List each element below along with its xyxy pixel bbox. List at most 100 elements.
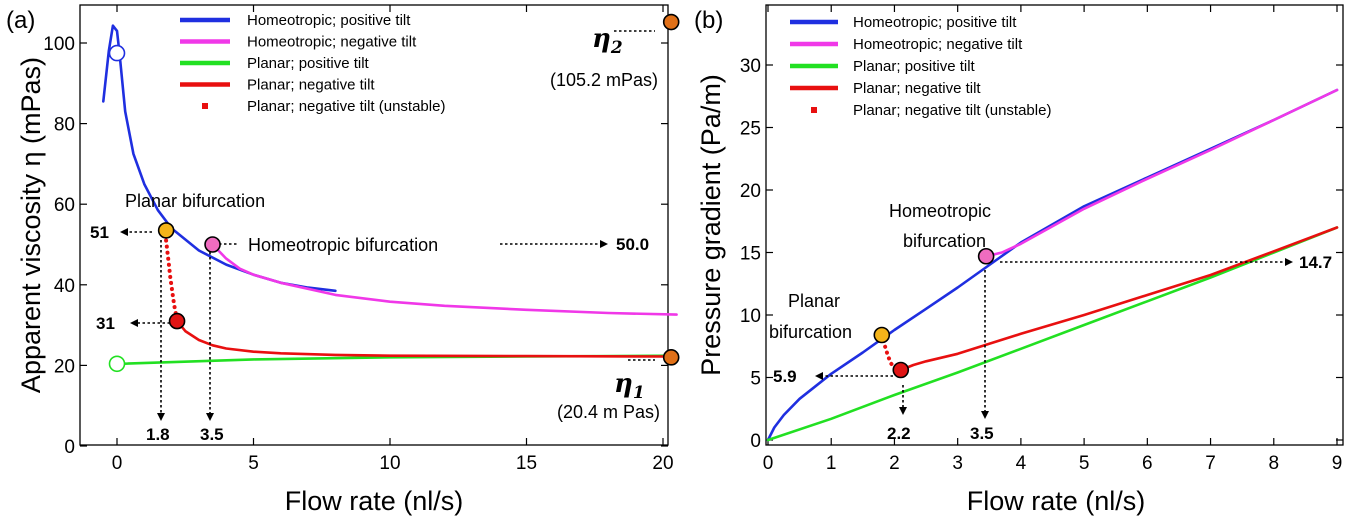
arrow-50-head [600, 240, 608, 248]
arrow-51-head [120, 228, 128, 236]
value-5-9: 5.9 [773, 367, 797, 386]
x-value-1-8: 1.8 [146, 425, 170, 444]
panel-b: (b) 0 5 10 15 20 25 30 0 1 2 3 4 5 6 7 8 9 Flow rate (n… [694, 4, 1344, 516]
arrow-b-3-5-head [981, 411, 989, 419]
series-line-homeotropic-positive-tilt [766, 88, 1339, 442]
series-line-planar-negative-tilt [175, 319, 678, 358]
arrow-2-2-head [899, 407, 907, 415]
point-marker [108, 44, 126, 62]
homeotropic-bifurcation-label: Homeotropic bifurcation [248, 235, 438, 255]
homeotropic-label-line2: bifurcation [903, 231, 986, 251]
panel-b-frame [765, 4, 1344, 446]
panel-a-y-ticks: 0 20 40 60 80 100 [43, 34, 668, 458]
y-tick-label: 80 [54, 115, 75, 136]
panel-b-y-axis-label: Pressure gradient (Pa/m) [696, 74, 726, 376]
y-tick-label: 0 [750, 431, 761, 452]
point-marker [662, 13, 680, 31]
x-value-2-2: 2.2 [887, 424, 911, 443]
y-tick-label: 25 [740, 119, 761, 140]
x-tick-label: 1 [826, 453, 837, 474]
value-51: 51 [90, 223, 109, 242]
value-50: 50.0 [616, 235, 649, 254]
y-tick-label: 5 [750, 369, 761, 390]
panel-a-legend: Homeotropic; positive tilt Homeotropic; n… [180, 12, 445, 115]
arrow-5-9-head [815, 372, 823, 380]
panel-b-legend: Homeotropic; positive tilt Homeotropic; n… [790, 14, 1051, 119]
y-tick-label: 20 [54, 356, 75, 377]
planar-label-line2: bifurcation [769, 322, 852, 342]
series-line-planar-negative-tilt-unstable [879, 333, 903, 372]
legend-label: Homeotropic; negative tilt [853, 36, 1023, 53]
panel-a-label: (a) [6, 7, 35, 34]
series-line-homeotropic-negative-tilt [984, 88, 1339, 258]
x-tick-label: 5 [1079, 453, 1090, 474]
eta2-value: (105.2 mPas) [550, 70, 658, 90]
homeotropic-label-line1: Homeotropic [889, 201, 991, 221]
x-tick-label: 6 [1142, 453, 1153, 474]
x-tick-label: 20 [652, 453, 673, 474]
legend-label: Planar; negative tilt (unstable) [853, 102, 1051, 119]
panel-a-y-axis-label: Apparent viscosity η (mPas) [16, 57, 46, 393]
point-marker [204, 236, 221, 253]
legend-swatch-planar-negative-tilt-unstable [202, 103, 208, 109]
series-line-planar-negative-tilt-unstable [164, 238, 180, 324]
x-tick-label: 3 [952, 453, 963, 474]
legend-label: Planar; positive tilt [853, 58, 976, 75]
x-tick-label: 10 [379, 453, 400, 474]
x-tick-label: 2 [889, 453, 900, 474]
arrow-3-5-head [206, 413, 214, 421]
x-value-b-3-5: 3.5 [970, 424, 994, 443]
point-marker [892, 361, 910, 379]
panel-b-x-ticks: 0 1 2 3 4 5 6 7 8 9 [763, 5, 1343, 474]
point-marker [108, 355, 126, 373]
eta1-value: (20.4 m Pas) [557, 402, 660, 422]
x-tick-label: 9 [1332, 453, 1343, 474]
y-tick-label: 10 [740, 306, 761, 327]
value-31: 31 [96, 314, 115, 333]
panel-b-markers [873, 247, 995, 379]
point-marker [157, 222, 175, 239]
point-marker [662, 349, 680, 366]
panel-a-markers [108, 13, 680, 373]
legend-label: Planar; negative tilt [247, 77, 375, 94]
y-tick-label: 40 [54, 276, 75, 297]
panel-a-frame [79, 4, 669, 446]
legend-label: Planar; negative tilt [853, 80, 981, 97]
legend-label: Homeotropic; positive tilt [853, 14, 1017, 31]
value-14-7: 14.7 [1299, 253, 1332, 272]
legend-label: Homeotropic; positive tilt [247, 12, 411, 29]
x-tick-label: 7 [1205, 453, 1216, 474]
y-tick-label: 30 [740, 56, 761, 77]
series-line-homeotropic-negative-tilt [211, 243, 678, 316]
y-tick-label: 0 [64, 437, 75, 458]
x-tick-label: 0 [763, 453, 774, 474]
series-line-planar-positive-tilt [766, 226, 1339, 442]
panel-a-series [102, 24, 678, 366]
panel-b-x-axis-label: Flow rate (nl/s) [967, 486, 1146, 516]
x-tick-label: 15 [516, 453, 537, 474]
x-tick-label: 8 [1268, 453, 1279, 474]
y-tick-label: 15 [740, 244, 761, 265]
point-marker [873, 326, 891, 344]
eta1-symbol: η1 [614, 369, 645, 403]
planar-label-line1: Planar [788, 291, 840, 311]
x-tick-label: 4 [1016, 453, 1027, 474]
panel-b-y-ticks: 0 5 10 15 20 25 30 [740, 56, 1343, 452]
y-tick-label: 100 [43, 34, 75, 55]
legend-label: Homeotropic; negative tilt [247, 34, 417, 51]
panel-a: (a) 0 20 40 60 80 100 0 5 10 15 20 Flow rate (nl/… [6, 4, 680, 516]
x-tick-label: 5 [248, 453, 259, 474]
point-marker [977, 247, 995, 265]
legend-label: Planar; negative tilt (unstable) [247, 98, 445, 115]
panel-a-x-ticks: 0 5 10 15 20 [112, 5, 674, 474]
eta2-symbol: η2 [592, 24, 623, 58]
legend-swatch-planar-negative-tilt-unstable [811, 107, 817, 113]
planar-bifurcation-label: Planar bifurcation [125, 191, 265, 211]
x-value-3-5: 3.5 [200, 425, 224, 444]
y-tick-label: 60 [54, 195, 75, 216]
x-tick-label: 0 [112, 453, 123, 474]
legend-label: Planar; positive tilt [247, 55, 370, 72]
series-line-planar-negative-tilt [899, 226, 1339, 372]
arrow-1-8-head [157, 413, 165, 421]
